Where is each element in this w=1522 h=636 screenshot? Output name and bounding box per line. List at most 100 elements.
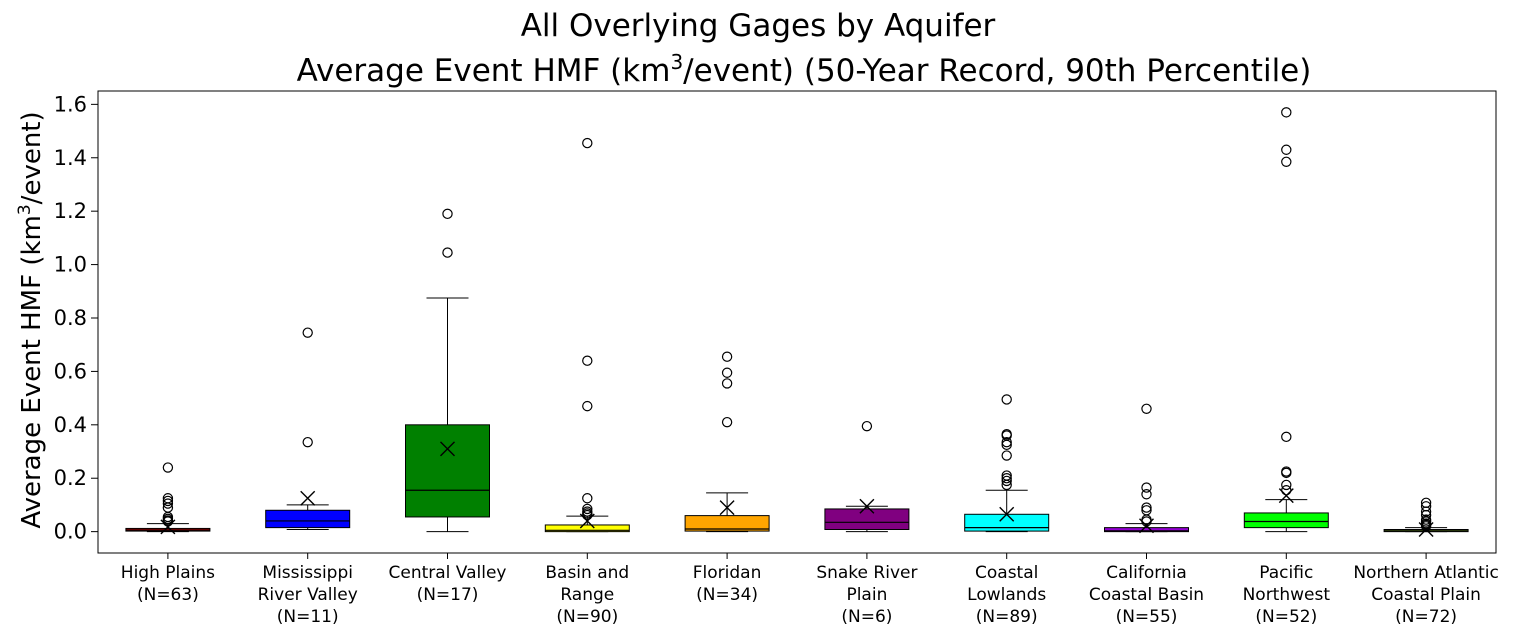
mean-marker-5: [859, 498, 875, 514]
outlier-8-3: [1281, 431, 1292, 443]
y-tick-label-1: 0.2: [54, 466, 87, 490]
y-tick-label-4: 0.8: [54, 306, 87, 330]
ylabel-superscript: 3: [15, 204, 35, 215]
box-group-0: [125, 462, 211, 535]
y-tick-label-6: 1.2: [54, 199, 87, 223]
box-8: [1243, 512, 1329, 529]
outlier-7-0: [1141, 403, 1152, 414]
outlier-6-9: [1001, 479, 1012, 491]
box-group-5: [824, 420, 910, 533]
outlier-0-2: [162, 495, 174, 507]
x-category-label-line: Pacific: [1259, 563, 1313, 583]
x-category-label-3: Basin and Range (N=90): [545, 563, 629, 627]
boxes-layer: [125, 107, 1469, 537]
x-category-label-7: California Coastal Basin (N=55): [1089, 563, 1204, 627]
x-category-label-line: Coastal Basin: [1089, 585, 1204, 605]
box-4: [684, 515, 770, 532]
box-group-9: [1383, 497, 1469, 537]
x-category-label-2: Central Valley (N=17): [389, 563, 507, 605]
x-category-label-line: (N=55): [1116, 607, 1178, 627]
mean-marker-4: [719, 500, 735, 516]
x-category-label-line: (N=52): [1255, 607, 1317, 627]
outlier-4-2: [721, 378, 733, 389]
x-category-label-0: High Plains (N=63): [121, 563, 215, 605]
outlier-8-7: [1281, 485, 1292, 496]
x-category-label-line: (N=34): [696, 585, 758, 605]
outlier-1-0: [302, 327, 313, 338]
x-category-label-8: Pacific Northwest (N=52): [1243, 563, 1331, 627]
outlier-4-0: [721, 351, 733, 362]
outlier-7-3: [1141, 502, 1152, 513]
mean-marker-9: [1418, 522, 1434, 537]
mean-marker-2: [440, 441, 455, 457]
plot-frame: [97, 90, 1497, 554]
x-category-label-4: Floridan (N=34): [693, 563, 762, 605]
y-axis-label: Average Event HMF (km3/event): [15, 111, 47, 528]
x-category-label-line: Snake River: [816, 563, 917, 583]
outlier-6-8: [1001, 475, 1012, 487]
outlier-3-2: [582, 400, 593, 412]
mean-marker-0: [160, 519, 176, 535]
box-3: [544, 524, 630, 533]
x-category-label-5: Snake River Plain (N=6): [816, 563, 917, 627]
x-category-label-line: High Plains: [121, 563, 215, 583]
outlier-3-3: [582, 493, 593, 504]
outlier-2-0: [442, 208, 453, 220]
x-category-label-line: (N=11): [277, 607, 339, 627]
outlier-9-8: [1420, 521, 1432, 532]
x-category-label-line: (N=72): [1395, 607, 1457, 627]
outlier-0-3: [162, 498, 174, 509]
y-tick-label-5: 1.0: [54, 253, 87, 277]
outlier-9-3: [1420, 509, 1432, 521]
outlier-3-7: [582, 509, 593, 521]
x-category-label-9: Northern Atlantic Coastal Plain (N=72): [1353, 563, 1499, 627]
outlier-6-7: [1001, 473, 1012, 484]
x-axis-labels: High Plains (N=63) Mississippi River Valley…: [121, 553, 1499, 627]
mean-marker-3: [579, 513, 595, 529]
box-group-4: [684, 351, 770, 533]
outlier-9-2: [1420, 506, 1432, 517]
x-category-label-line: (N=89): [976, 607, 1038, 627]
x-category-label-line: Plain: [846, 585, 887, 605]
box-group-2: [405, 208, 490, 533]
x-category-label-line: (N=90): [556, 607, 618, 627]
x-category-label-line: (N=63): [137, 585, 199, 605]
box-group-3: [544, 137, 630, 533]
box-7: [1104, 527, 1189, 533]
box-1: [265, 509, 351, 529]
outlier-7-2: [1141, 489, 1152, 500]
x-category-label-line: Range: [560, 585, 614, 605]
outlier-1-1: [302, 436, 313, 448]
x-category-label-line: (N=6): [841, 607, 892, 627]
x-category-label-line: Northwest: [1243, 585, 1331, 605]
outlier-8-1: [1281, 144, 1292, 155]
y-tick-label-7: 1.4: [54, 146, 87, 170]
outlier-0-0: [162, 462, 174, 473]
y-tick-label-0: 0.0: [54, 520, 87, 544]
y-tick-label-2: 0.4: [54, 413, 87, 437]
x-category-label-line: Basin and: [545, 563, 629, 583]
outlier-4-3: [721, 416, 733, 428]
chart-subtitle: Average Event HMF (km3/event) (50-Year R…: [297, 50, 1312, 89]
y-axis-ticks: 0.0 0.2 0.4 0.6 0.8 1.0 1.2 1.4 1.6: [54, 92, 98, 544]
outlier-3-1: [582, 355, 593, 366]
x-category-label-line: Coastal: [975, 563, 1038, 583]
chart-title: All Overlying Gages by Aquifer: [521, 8, 996, 44]
subtitle-superscript: 3: [670, 50, 683, 74]
box-group-7: [1104, 403, 1189, 534]
x-category-label-line: Floridan: [693, 563, 762, 583]
box-group-1: [265, 327, 351, 530]
mean-marker-1: [300, 490, 316, 506]
mean-marker-8: [1278, 488, 1294, 504]
outlier-5-0: [861, 420, 873, 432]
x-category-label-line: Lowlands: [967, 585, 1046, 605]
outlier-3-0: [582, 137, 593, 149]
outlier-8-5: [1281, 467, 1292, 479]
y-tick-label-8: 1.6: [54, 92, 87, 116]
mean-marker-6: [999, 506, 1015, 522]
outlier-6-4: [1001, 439, 1012, 451]
box-6: [964, 513, 1050, 532]
outlier-6-5: [1001, 450, 1012, 461]
x-category-label-line: Mississippi: [262, 563, 353, 583]
